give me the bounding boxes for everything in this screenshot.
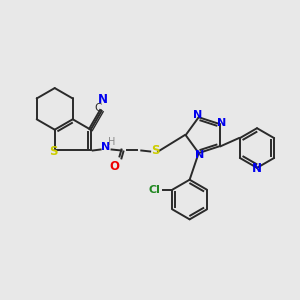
Text: N: N — [101, 142, 110, 152]
Text: O: O — [110, 160, 119, 173]
Text: C: C — [94, 103, 101, 113]
Text: N: N — [217, 118, 226, 128]
Text: N: N — [98, 93, 108, 106]
Text: N: N — [195, 150, 204, 160]
Text: Cl: Cl — [149, 184, 161, 195]
Text: N: N — [193, 110, 202, 120]
Text: S: S — [50, 145, 58, 158]
Text: S: S — [151, 144, 159, 157]
Text: H: H — [108, 136, 115, 147]
Text: N: N — [252, 162, 262, 175]
